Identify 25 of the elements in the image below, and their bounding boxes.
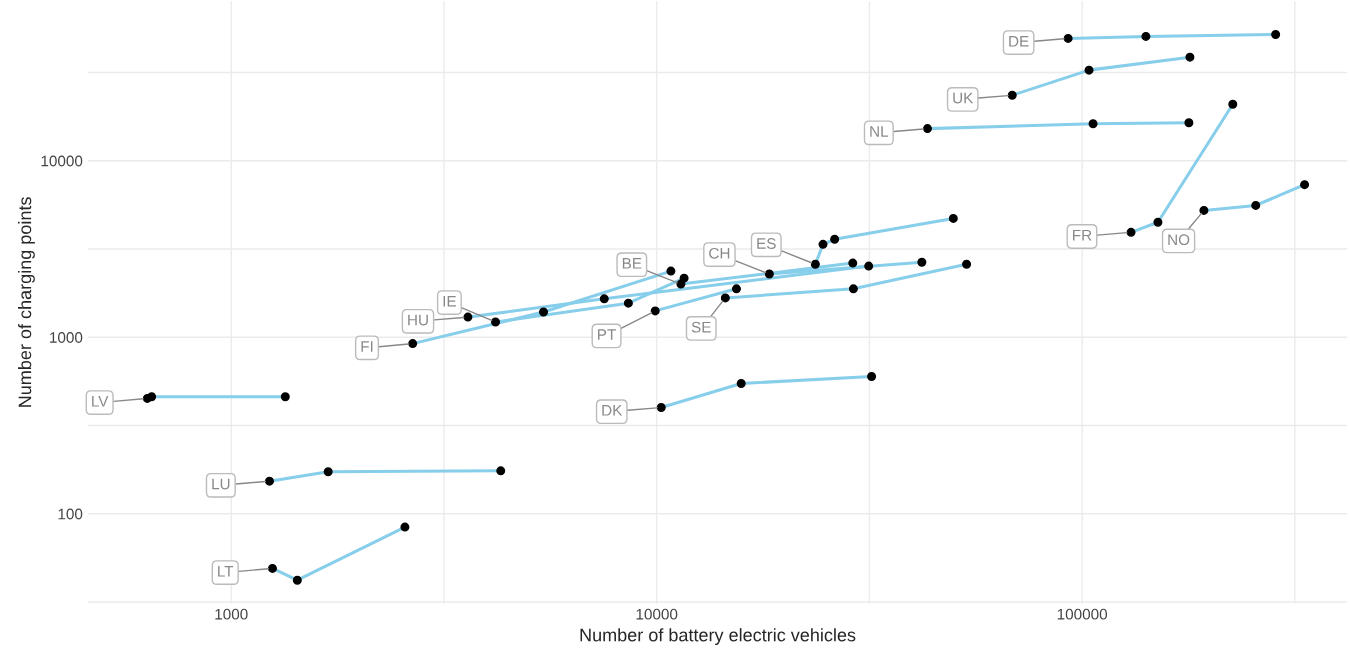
x-tick-label: 10000	[636, 608, 678, 620]
text: FR	[1073, 229, 1092, 241]
text: NL	[870, 126, 889, 137]
text: FI	[361, 341, 373, 352]
text: CH	[709, 247, 730, 259]
y-tick-label: 100	[58, 508, 83, 520]
x-axis-title: Number of battery electric vehicles	[580, 628, 856, 646]
text: LV	[92, 396, 109, 407]
text: LU	[212, 478, 230, 490]
text: HU	[408, 314, 428, 326]
text: BE	[622, 258, 642, 269]
text: PT	[598, 329, 616, 340]
text: UK	[953, 92, 974, 104]
text: IE	[443, 295, 456, 307]
text: DK	[602, 405, 623, 416]
text: ES	[757, 238, 776, 249]
x-tick-label: 100000	[1057, 608, 1108, 620]
y-tick-label: 10000	[41, 155, 83, 167]
series-label: NO	[1168, 234, 1190, 246]
y-tick-label: 1000	[50, 332, 83, 343]
text: LT	[218, 566, 234, 577]
text: DE	[1009, 36, 1029, 47]
series-label: SE	[691, 321, 711, 333]
x-tick-label: 1000	[215, 608, 248, 620]
y-axis-title: Number of charging points	[18, 197, 35, 407]
